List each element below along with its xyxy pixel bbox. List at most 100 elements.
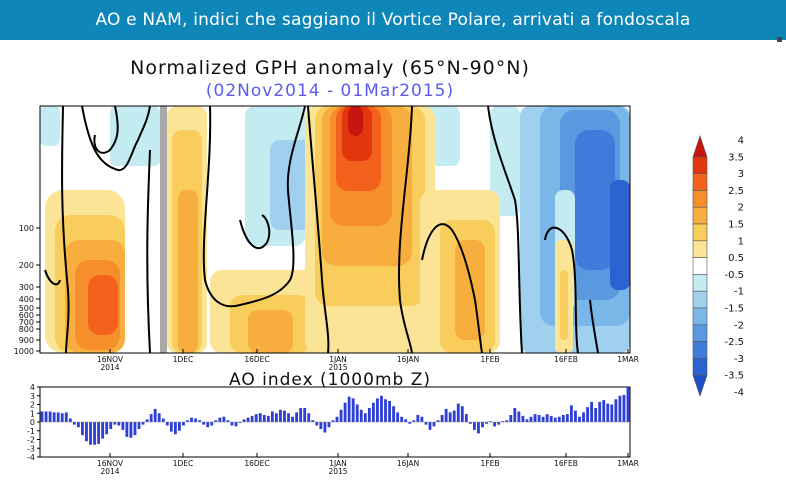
ao-bar: [582, 412, 585, 422]
ao-bar: [279, 409, 282, 422]
ao-bar: [206, 422, 210, 428]
ao-bar: [545, 414, 549, 422]
heatmap-cell: [270, 140, 315, 230]
ao-y-tick-label: 4: [30, 383, 35, 392]
ao-bar: [602, 400, 606, 422]
ao-bar: [149, 414, 153, 422]
heatmap-bands: [40, 106, 630, 353]
ao-bar: [307, 413, 311, 422]
heatmap-contour: [487, 106, 523, 353]
ao-bar: [283, 410, 286, 422]
ao-bar: [254, 414, 258, 422]
ao-bar: [598, 401, 602, 422]
heatmap-contour: [239, 214, 271, 250]
colorbar-segment: [692, 324, 708, 342]
ao-bar: [436, 420, 440, 422]
ao-bar: [367, 408, 371, 422]
ao-bar: [525, 419, 529, 422]
ao-year-label: 2014: [100, 467, 119, 476]
colorbar-label: -4: [734, 388, 744, 399]
ao-bar: [145, 419, 149, 422]
ao-bar: [396, 412, 400, 422]
ao-bar: [392, 406, 396, 422]
ao-bar: [117, 422, 121, 426]
ao-bar: [72, 422, 76, 425]
colorbar-segment: [692, 173, 708, 191]
ao-bar: [626, 387, 630, 422]
ao-bar: [574, 410, 577, 422]
ao-bar: [452, 410, 456, 422]
heatmap-contours: [44, 106, 599, 353]
ao-bar: [481, 422, 484, 428]
ao-bar: [52, 412, 56, 422]
heatmap-cell: [248, 310, 293, 353]
colorbar-segment: [692, 223, 708, 242]
ao-bar: [557, 416, 561, 422]
colorbar-segment: [692, 274, 708, 292]
ao-bar: [614, 399, 618, 422]
heatmap-y-tick-label: 200: [19, 261, 34, 270]
ao-bar: [489, 421, 492, 422]
ao-x-tick-label: 16JAN: [397, 459, 419, 468]
ao-y-tick-label: 2: [30, 401, 35, 410]
heatmap-x-tick-label: 1FEB: [481, 355, 500, 364]
heatmap-subtitle: (02Nov2014 - 01Mar2015): [206, 81, 454, 101]
ao-y-tick-label: -1: [27, 427, 35, 436]
ao-bar: [93, 422, 96, 445]
ao-bar: [315, 422, 319, 426]
ao-bar: [141, 422, 145, 425]
ao-bar: [432, 422, 436, 427]
heatmap-frame: [39, 105, 631, 354]
ao-bar: [226, 420, 230, 422]
heatmap-y-tick-label: 700: [19, 318, 34, 327]
resize-corner-icon: ▪: [776, 34, 783, 45]
colorbar-arrow-bottom: [692, 374, 708, 397]
ao-bar: [182, 422, 185, 426]
colorbar-label: 2.5: [728, 186, 744, 197]
ao-y-tick-label: 1: [30, 409, 35, 418]
heatmap-contour: [544, 226, 579, 353]
ao-bar: [48, 411, 52, 422]
ao-bar: [501, 421, 505, 422]
ao-y-tick-label: 0: [30, 418, 35, 427]
ao-bar: [351, 398, 355, 422]
ao-bar: [509, 415, 513, 422]
ao-bar: [186, 420, 189, 422]
ao-bar: [412, 420, 416, 422]
ao-bar: [214, 420, 218, 422]
ao-bar: [343, 402, 347, 422]
heatmap-contour: [397, 106, 413, 353]
ao-bar: [420, 416, 424, 422]
colorbar-label: -1.5: [724, 304, 744, 315]
heatmap-cell: [610, 180, 630, 290]
heatmap-x-tick-label: 16FEB: [554, 355, 578, 364]
ao-bar: [618, 395, 622, 422]
ao-bar: [190, 417, 193, 422]
ao-y-tick-label: -3: [27, 444, 35, 453]
heatmap-cell: [110, 106, 160, 166]
ao-bar: [242, 419, 246, 422]
colorbar: 4 3.5 3 2.5 2 1.5 1 0.5 -0.5 -1 -1.5 -2 -2.5 -3 -3.5 -4: [692, 135, 744, 399]
ao-bar: [169, 422, 173, 432]
heatmap-contour: [421, 223, 483, 353]
ao-bar: [561, 415, 565, 422]
ao-bar: [537, 415, 541, 422]
ao-bar: [359, 409, 363, 422]
ao-bar: [404, 419, 408, 422]
ao-bar: [388, 401, 391, 422]
colorbar-segment: [692, 190, 708, 208]
ao-x-tick-label: 16DEC: [244, 459, 269, 468]
ao-bar: [299, 408, 303, 422]
colorbar-segment: [692, 290, 708, 309]
ao-bar: [291, 416, 294, 422]
colorbar-label: 2: [738, 203, 744, 214]
colorbar-label: -2.5: [724, 337, 744, 348]
ao-x-axis: 16NOV 1DEC 16DEC 1JAN 16JAN 1FEB 16FEB 1MAR 2014…: [97, 453, 639, 476]
ao-y-tick-label: 3: [30, 392, 35, 401]
heatmap-y-tick-label: 400: [19, 295, 34, 304]
heatmap-y-tick-label: 300: [19, 283, 34, 292]
heatmap-contour: [146, 149, 151, 353]
